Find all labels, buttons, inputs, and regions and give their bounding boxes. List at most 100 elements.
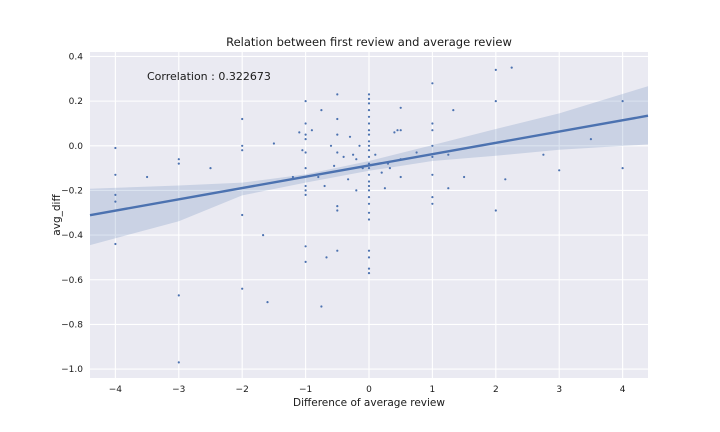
data-point xyxy=(114,242,117,246)
data-point xyxy=(589,138,593,141)
data-point xyxy=(367,140,371,143)
data-point xyxy=(241,149,244,152)
data-point xyxy=(301,149,304,152)
correlation-annotation: Correlation : 0.322673 xyxy=(147,70,271,83)
data-point xyxy=(494,68,497,71)
data-point xyxy=(367,272,371,275)
data-point xyxy=(367,218,371,221)
data-point xyxy=(621,100,624,103)
data-point xyxy=(323,184,326,188)
data-point xyxy=(367,97,371,100)
data-point xyxy=(177,294,180,297)
data-point xyxy=(367,122,371,125)
x-tick-label: 3 xyxy=(556,385,562,395)
data-point xyxy=(367,109,371,112)
data-point xyxy=(380,171,383,174)
x-tick-label: 2 xyxy=(493,385,499,395)
y-tick-label: −0.6 xyxy=(61,276,83,286)
data-point xyxy=(304,151,307,154)
data-point xyxy=(355,189,358,192)
data-point xyxy=(396,129,399,132)
data-point xyxy=(317,175,320,179)
data-point xyxy=(347,178,350,181)
data-point xyxy=(241,144,244,147)
data-point xyxy=(367,202,371,205)
data-point xyxy=(304,100,307,103)
data-point xyxy=(367,189,371,192)
data-point xyxy=(241,287,244,290)
data-point xyxy=(342,155,345,158)
y-axis-label: avg_diff xyxy=(51,194,63,236)
y-tick-label: −0.2 xyxy=(61,186,83,196)
data-point xyxy=(431,173,434,176)
data-point xyxy=(304,260,307,263)
data-point xyxy=(114,173,117,176)
data-point xyxy=(146,175,149,179)
data-point xyxy=(304,138,307,141)
data-point xyxy=(431,196,434,199)
data-point xyxy=(336,93,339,96)
data-point xyxy=(114,193,117,196)
data-point xyxy=(415,151,418,154)
data-point xyxy=(399,106,402,109)
x-tick-label: 4 xyxy=(620,385,626,395)
data-point xyxy=(336,117,339,121)
y-tick-label: −0.8 xyxy=(61,320,83,330)
regression-line xyxy=(89,114,649,217)
data-point xyxy=(358,144,361,147)
data-point xyxy=(304,184,307,188)
data-point xyxy=(348,135,352,138)
data-point xyxy=(272,142,275,145)
data-point xyxy=(367,180,371,183)
data-point xyxy=(399,129,402,132)
data-point xyxy=(177,162,180,165)
data-point xyxy=(621,167,624,170)
data-point xyxy=(355,158,358,161)
data-point xyxy=(304,189,307,192)
data-point xyxy=(388,167,391,170)
data-point xyxy=(304,122,307,125)
data-point xyxy=(336,205,339,208)
chart-title: Relation between first review and averag… xyxy=(226,35,512,49)
data-point xyxy=(367,196,371,199)
data-point xyxy=(542,153,545,156)
data-point xyxy=(310,129,313,132)
data-point xyxy=(336,133,339,136)
data-point xyxy=(374,153,377,156)
data-point xyxy=(494,209,497,212)
data-point xyxy=(114,146,117,150)
data-point xyxy=(352,153,355,156)
data-point xyxy=(367,115,371,118)
data-point xyxy=(431,122,434,125)
data-point xyxy=(367,167,371,170)
data-point xyxy=(393,131,396,134)
data-point xyxy=(367,173,371,176)
y-tick-label: −1.0 xyxy=(61,365,83,375)
x-tick-label: −4 xyxy=(109,385,123,395)
data-point xyxy=(367,184,371,188)
data-point xyxy=(367,144,371,147)
data-point xyxy=(367,155,371,158)
data-point xyxy=(431,129,434,132)
data-point xyxy=(367,249,371,252)
data-point xyxy=(367,102,371,105)
scatter-points xyxy=(114,66,624,364)
data-point xyxy=(320,109,323,112)
data-point xyxy=(114,200,117,203)
data-point xyxy=(177,158,180,161)
data-point xyxy=(463,175,466,179)
data-point xyxy=(431,155,434,158)
data-point xyxy=(241,117,244,121)
data-point xyxy=(325,256,328,259)
data-point xyxy=(367,256,371,259)
x-tick-label: 0 xyxy=(366,385,372,395)
data-point xyxy=(504,178,507,181)
data-point xyxy=(304,245,307,248)
data-point xyxy=(241,213,244,217)
data-point xyxy=(367,93,371,96)
x-axis-label: Difference of average review xyxy=(293,397,445,409)
data-point xyxy=(367,133,371,136)
data-point xyxy=(367,267,371,270)
x-tick-labels: −4 −3 −2 −1 0 1 2 3 4 xyxy=(109,385,626,395)
